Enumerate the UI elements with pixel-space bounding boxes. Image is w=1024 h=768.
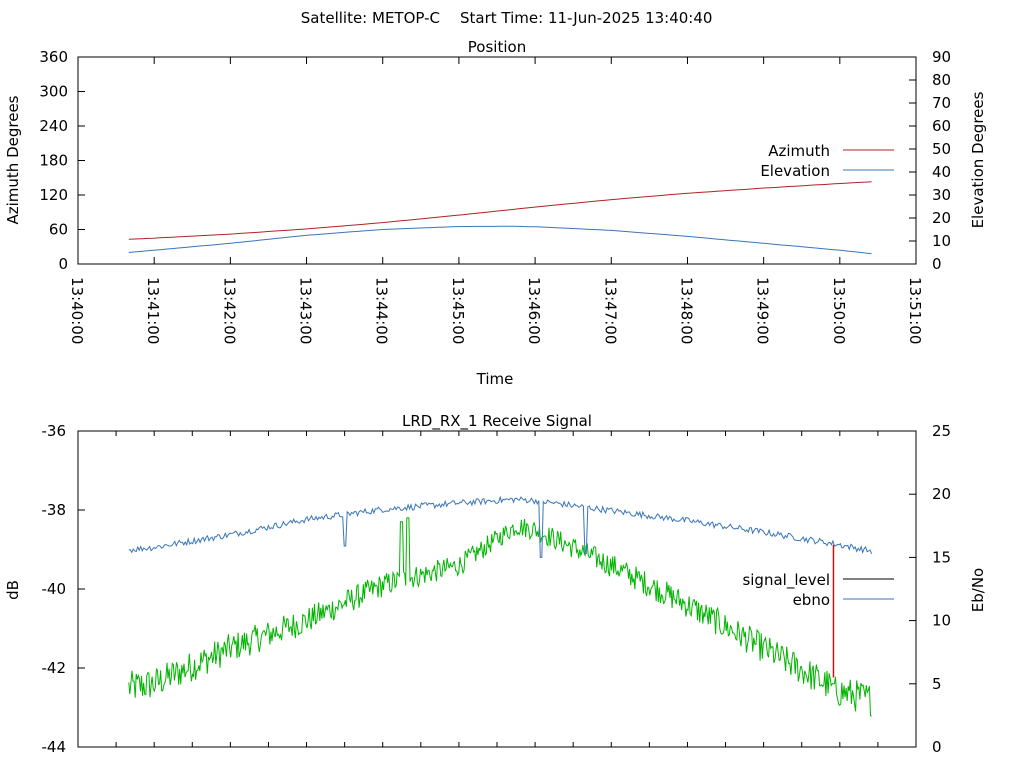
y2-tick-label: 20 — [932, 209, 951, 227]
db-axis-label: dB — [4, 580, 22, 600]
x-tick-label: 13:48:00 — [677, 277, 695, 344]
y-tick-label: 60 — [49, 221, 68, 239]
elevation-axis-label: Elevation Degrees — [969, 91, 987, 228]
series-line-elevation — [128, 225, 872, 255]
x-tick-label: 13:49:00 — [754, 277, 772, 344]
y-tick-label: -38 — [42, 501, 67, 519]
legend-label-signal-level: signal_level — [742, 571, 830, 590]
y2-tick-label: 70 — [932, 94, 951, 112]
y-tick-label: 240 — [39, 117, 68, 135]
y-tick-label: 0 — [58, 255, 68, 273]
y2-tick-label: 60 — [932, 117, 951, 135]
azimuth-axis-label: Azimuth Degrees — [4, 95, 22, 224]
legend-label-ebno: ebno — [793, 591, 830, 609]
position-chart-title: Position — [468, 38, 526, 56]
y-tick-label: 360 — [39, 48, 68, 66]
x-tick-label: 13:47:00 — [601, 277, 619, 344]
ebno-axis-label: Eb/No — [969, 568, 987, 612]
legend-label-azimuth: Azimuth — [768, 142, 830, 160]
receive-signal-chart: LRD_RX_1 Receive Signal dB Eb/No -44 -42 -… — [4, 412, 987, 756]
y-tick-label: 180 — [39, 152, 68, 170]
x-tick-label: 13:44:00 — [373, 277, 391, 344]
y2-tick-label: 20 — [932, 485, 951, 503]
y2-tick-label: 40 — [932, 163, 951, 181]
time-axis-label: Time — [476, 370, 514, 388]
y2-tick-label: 10 — [932, 612, 951, 630]
y-tick-label: 120 — [39, 186, 68, 204]
x-tick-label: 13:51:00 — [906, 277, 924, 344]
position-plot-frame — [77, 56, 917, 265]
start-time-label: Start Time: 11-Jun-2025 13:40:40 — [460, 9, 712, 27]
y-tick-label: -36 — [42, 422, 67, 440]
y2-tick-label: 80 — [932, 71, 951, 89]
series-line-signal-level — [128, 517, 872, 717]
series-line-azimuth — [128, 181, 872, 240]
legend-label-elevation: Elevation — [760, 162, 830, 180]
x-tick-label: 13:41:00 — [144, 277, 162, 344]
x-tick-label: 13:42:00 — [220, 277, 238, 344]
y2-tick-label: 5 — [932, 675, 942, 693]
x-tick-label: 13:43:00 — [297, 277, 315, 344]
series-line-ebno — [128, 495, 873, 558]
y-tick-label: -40 — [42, 580, 67, 598]
x-tick-label: 13:45:00 — [449, 277, 467, 344]
x-tick-label: 13:50:00 — [830, 277, 848, 344]
y2-tick-label: 25 — [932, 422, 951, 440]
receive-chart-title: LRD_RX_1 Receive Signal — [402, 412, 592, 431]
satellite-label: Satellite: METOP-C — [301, 9, 440, 27]
y2-tick-label: 50 — [932, 140, 951, 158]
receive-plot-frame — [77, 430, 917, 748]
y-tick-label: -44 — [42, 738, 67, 756]
x-tick-label: 13:40:00 — [68, 277, 86, 344]
y-tick-label: -42 — [42, 659, 67, 677]
y2-tick-label: 0 — [932, 738, 942, 756]
y2-tick-label: 30 — [932, 186, 951, 204]
y2-tick-label: 90 — [932, 48, 951, 66]
y2-tick-label: 10 — [932, 232, 951, 250]
y2-tick-label: 15 — [932, 548, 951, 566]
y-tick-label: 300 — [39, 83, 68, 101]
y2-tick-label: 0 — [932, 255, 942, 273]
position-chart: Position Azimuth Degrees Elevation Degre… — [4, 38, 987, 388]
x-tick-label: 13:46:00 — [525, 277, 543, 344]
